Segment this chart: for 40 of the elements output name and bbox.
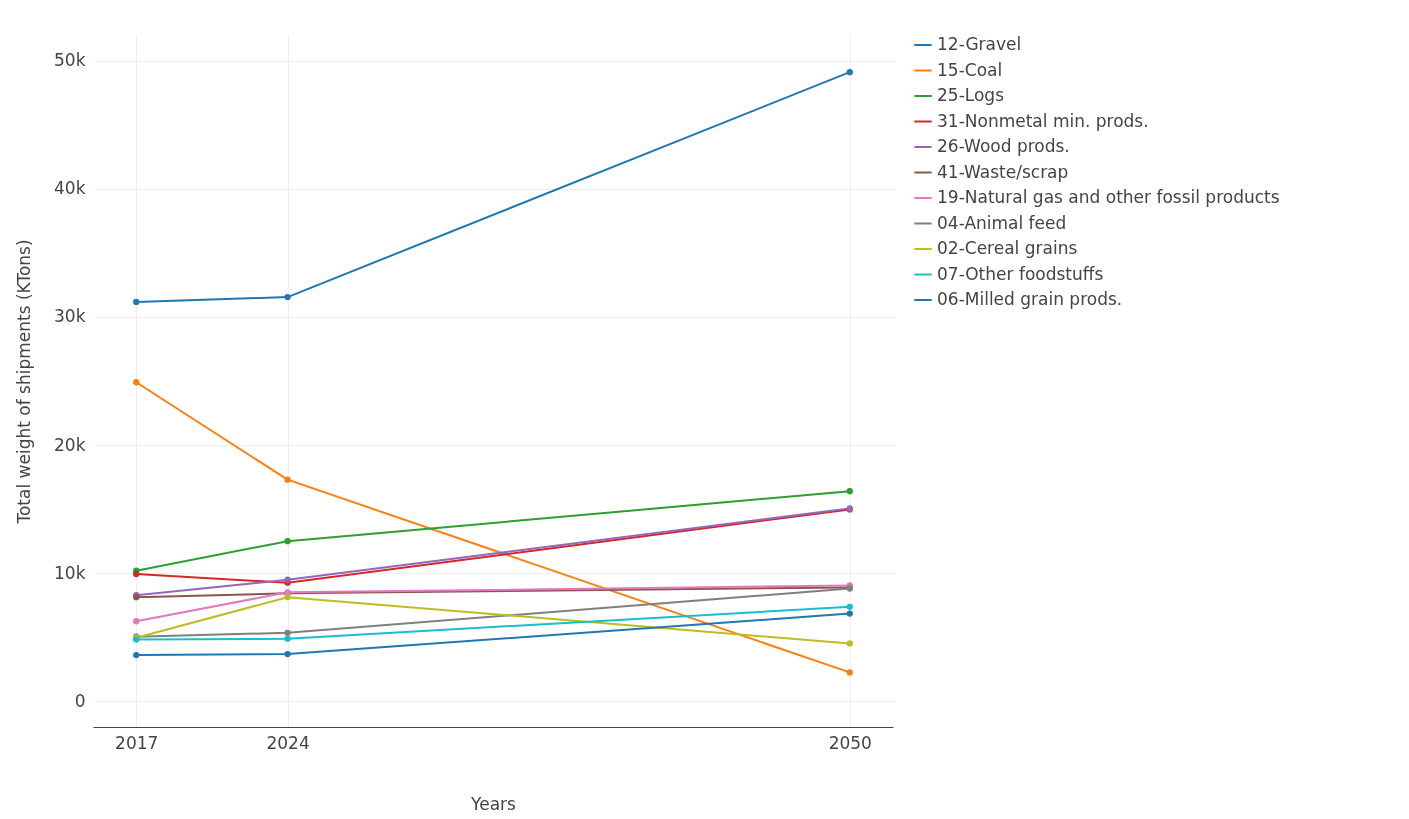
y-tick-label: 10k [54,562,86,583]
legend-label: 06-Milled grain prods. [937,289,1123,309]
x-axis-title: Years [470,793,517,814]
point [284,538,291,545]
y-tick-label: 20k [54,434,86,455]
point [846,488,853,495]
y-tick-label: 40k [54,178,86,199]
x-tick-label: 2024 [266,732,310,753]
point [284,594,291,601]
legend-label: 15-Coal [937,59,1003,80]
point [846,640,853,647]
y-tick-label: 30k [54,306,86,327]
point [133,570,140,578]
point [846,669,853,676]
x-tick-label: 2017 [115,732,159,753]
legend-label: 07-Other foodstuffs [937,263,1104,284]
point [846,610,853,617]
point [133,298,140,306]
legend-label: 41-Waste/scrap [937,161,1069,182]
legend-label: 19-Natural gas and other fossil products [937,187,1280,207]
y-axis-title: Total weight of shipments (KTons) [14,239,35,525]
legend-label: 31-Nonmetal min. prods. [937,110,1149,131]
point [133,379,140,386]
legend-label: 04-Animal feed [937,212,1067,233]
point [284,635,291,642]
legend-label: 25-Logs [937,85,1005,105]
x-tick-label: 2050 [828,732,872,753]
point [284,629,291,636]
y-tick-label: 0 [74,690,86,711]
point [133,651,140,659]
point [284,293,291,301]
point [133,618,140,625]
point [846,69,853,76]
legend-label: 26-Wood prods. [937,136,1070,156]
y-tick-label: 50k [54,50,86,71]
legend-label: 12-Gravel [937,34,1022,54]
legend-label: 02-Cereal grains [937,238,1078,258]
point [846,603,853,610]
point [284,476,291,483]
point [284,650,291,658]
